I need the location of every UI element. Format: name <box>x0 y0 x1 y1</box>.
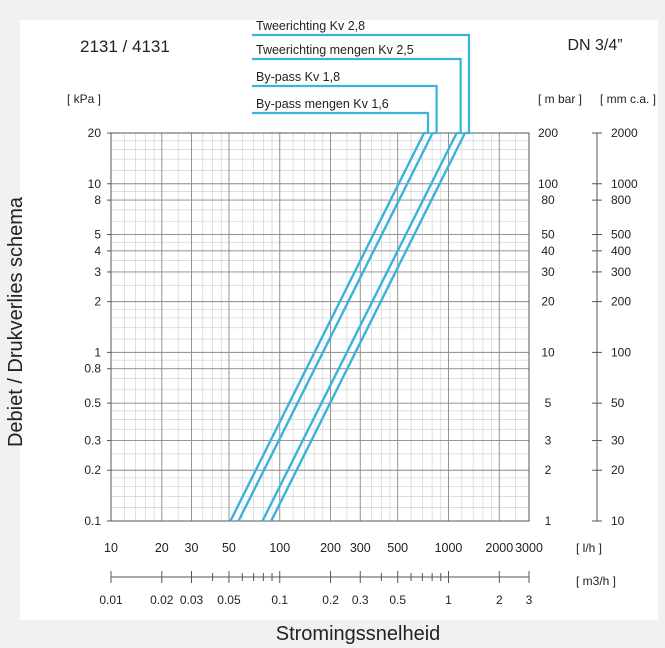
x-tick-label: 3000 <box>515 541 543 555</box>
x-tick-label: 50 <box>222 541 236 555</box>
mmca-tick-label: 20 <box>611 463 625 477</box>
mmca-tick-label: 50 <box>611 396 625 410</box>
mmca-tick-label: 2000 <box>611 126 638 140</box>
x-tick-label: 1000 <box>435 541 463 555</box>
series-line <box>229 132 426 522</box>
m3h-tick-label: 0.1 <box>271 593 288 607</box>
mbar-tick-label: 80 <box>541 193 555 207</box>
mmca-tick-label: 1000 <box>611 177 638 191</box>
m3h-tick-label: 3 <box>526 593 533 607</box>
mbar-tick-label: 5 <box>545 396 552 410</box>
m3h-tick-label: 0.2 <box>322 593 339 607</box>
mmca-tick-label: 500 <box>611 228 631 242</box>
y-tick-label: 3 <box>94 265 101 279</box>
y-tick-label: 0.8 <box>84 362 101 376</box>
x-axis-unit-lh: [ l/h ] <box>576 541 602 555</box>
series-line <box>270 132 467 522</box>
mmca-tick-label: 300 <box>611 265 631 279</box>
mbar-tick-label: 3 <box>545 434 552 448</box>
y-tick-label: 20 <box>88 126 102 140</box>
mbar-tick-label: 2 <box>545 463 552 477</box>
grid <box>110 132 530 522</box>
legend-leader-line <box>252 84 438 135</box>
x-tick-label: 30 <box>185 541 199 555</box>
mbar-tick-label: 10 <box>541 345 555 359</box>
legend-label: By-pass Kv 1,8 <box>256 70 340 84</box>
mmca-tick-label: 100 <box>611 345 631 359</box>
m3h-tick-label: 0.03 <box>180 593 204 607</box>
mbar-tick-label: 100 <box>538 177 558 191</box>
series-lines <box>229 132 467 522</box>
m3h-tick-label: 0.01 <box>99 593 123 607</box>
x-tick-label: 20 <box>155 541 169 555</box>
m3h-tick-label: 0.02 <box>150 593 174 607</box>
x-tick-label: 100 <box>269 541 290 555</box>
x-axis-unit-m3h: [ m3/h ] <box>576 574 616 588</box>
m3h-tick-label: 0.05 <box>217 593 241 607</box>
series-line <box>261 132 458 522</box>
y-tick-label: 8 <box>94 193 101 207</box>
mmca-tick-label: 200 <box>611 295 631 309</box>
x-tick-label: 500 <box>387 541 408 555</box>
mbar-tick-label: 30 <box>541 265 555 279</box>
mbar-tick-label: 1 <box>545 514 552 528</box>
y-tick-label: 0.5 <box>84 396 101 410</box>
chart-title-right: DN 3/4” <box>567 37 622 54</box>
y-tick-label: 0.3 <box>84 434 101 448</box>
axes: 0.1 0.2 0.3 0.5 0.8 1 2 3 4 5 8 10 20 1 2 3 5 10 20 30 40 50 8… <box>84 126 638 607</box>
mmca-tick-label: 800 <box>611 193 631 207</box>
left-axis-unit: [ kPa ] <box>67 92 101 106</box>
y-tick-label: 4 <box>94 244 101 258</box>
y-tick-label: 5 <box>94 228 101 242</box>
x-axis-title: Stromingssnelheid <box>276 623 441 645</box>
mbar-tick-label: 20 <box>541 295 555 309</box>
legend-leader-line <box>252 57 462 135</box>
y-tick-label: 1 <box>94 345 101 359</box>
legend-callouts: Tweerichting Kv 2,8 Tweerichting mengen K… <box>252 19 471 135</box>
mmca-tick-label: 10 <box>611 514 625 528</box>
chart-title-left: 2131 / 4131 <box>80 37 170 56</box>
mbar-tick-label: 200 <box>538 126 558 140</box>
m3h-tick-label: 0.3 <box>352 593 369 607</box>
legend-label: By-pass mengen Kv 1,6 <box>256 97 389 111</box>
mbar-tick-label: 40 <box>541 244 555 258</box>
legend-label: Tweerichting Kv 2,8 <box>256 19 365 33</box>
mmca-tick-label: 400 <box>611 244 631 258</box>
x-tick-label: 10 <box>104 541 118 555</box>
right-axis-unit-mbar: [ m bar ] <box>538 92 582 106</box>
mbar-tick-label: 50 <box>541 228 555 242</box>
legend-label: Tweerichting mengen Kv 2,5 <box>256 43 414 57</box>
legend-leader-line <box>252 111 430 135</box>
right-axis-unit-mmca: [ mm c.a. ] <box>600 92 656 106</box>
mmca-tick-label: 30 <box>611 434 625 448</box>
series-line <box>237 132 434 522</box>
x-tick-label: 300 <box>350 541 371 555</box>
y-tick-label: 0.2 <box>84 463 101 477</box>
y-tick-label: 2 <box>94 295 101 309</box>
y-tick-label: 0.1 <box>84 514 101 528</box>
y-axis-title: Debiet / Drukverlies schema <box>5 196 27 447</box>
m3h-tick-label: 0.5 <box>389 593 406 607</box>
x-tick-label: 2000 <box>485 541 513 555</box>
m3h-tick-label: 1 <box>445 593 452 607</box>
legend-leader-line <box>252 33 471 135</box>
y-tick-label: 10 <box>88 177 102 191</box>
x-tick-label: 200 <box>320 541 341 555</box>
m3h-tick-label: 2 <box>496 593 503 607</box>
plot-frame <box>110 132 530 522</box>
